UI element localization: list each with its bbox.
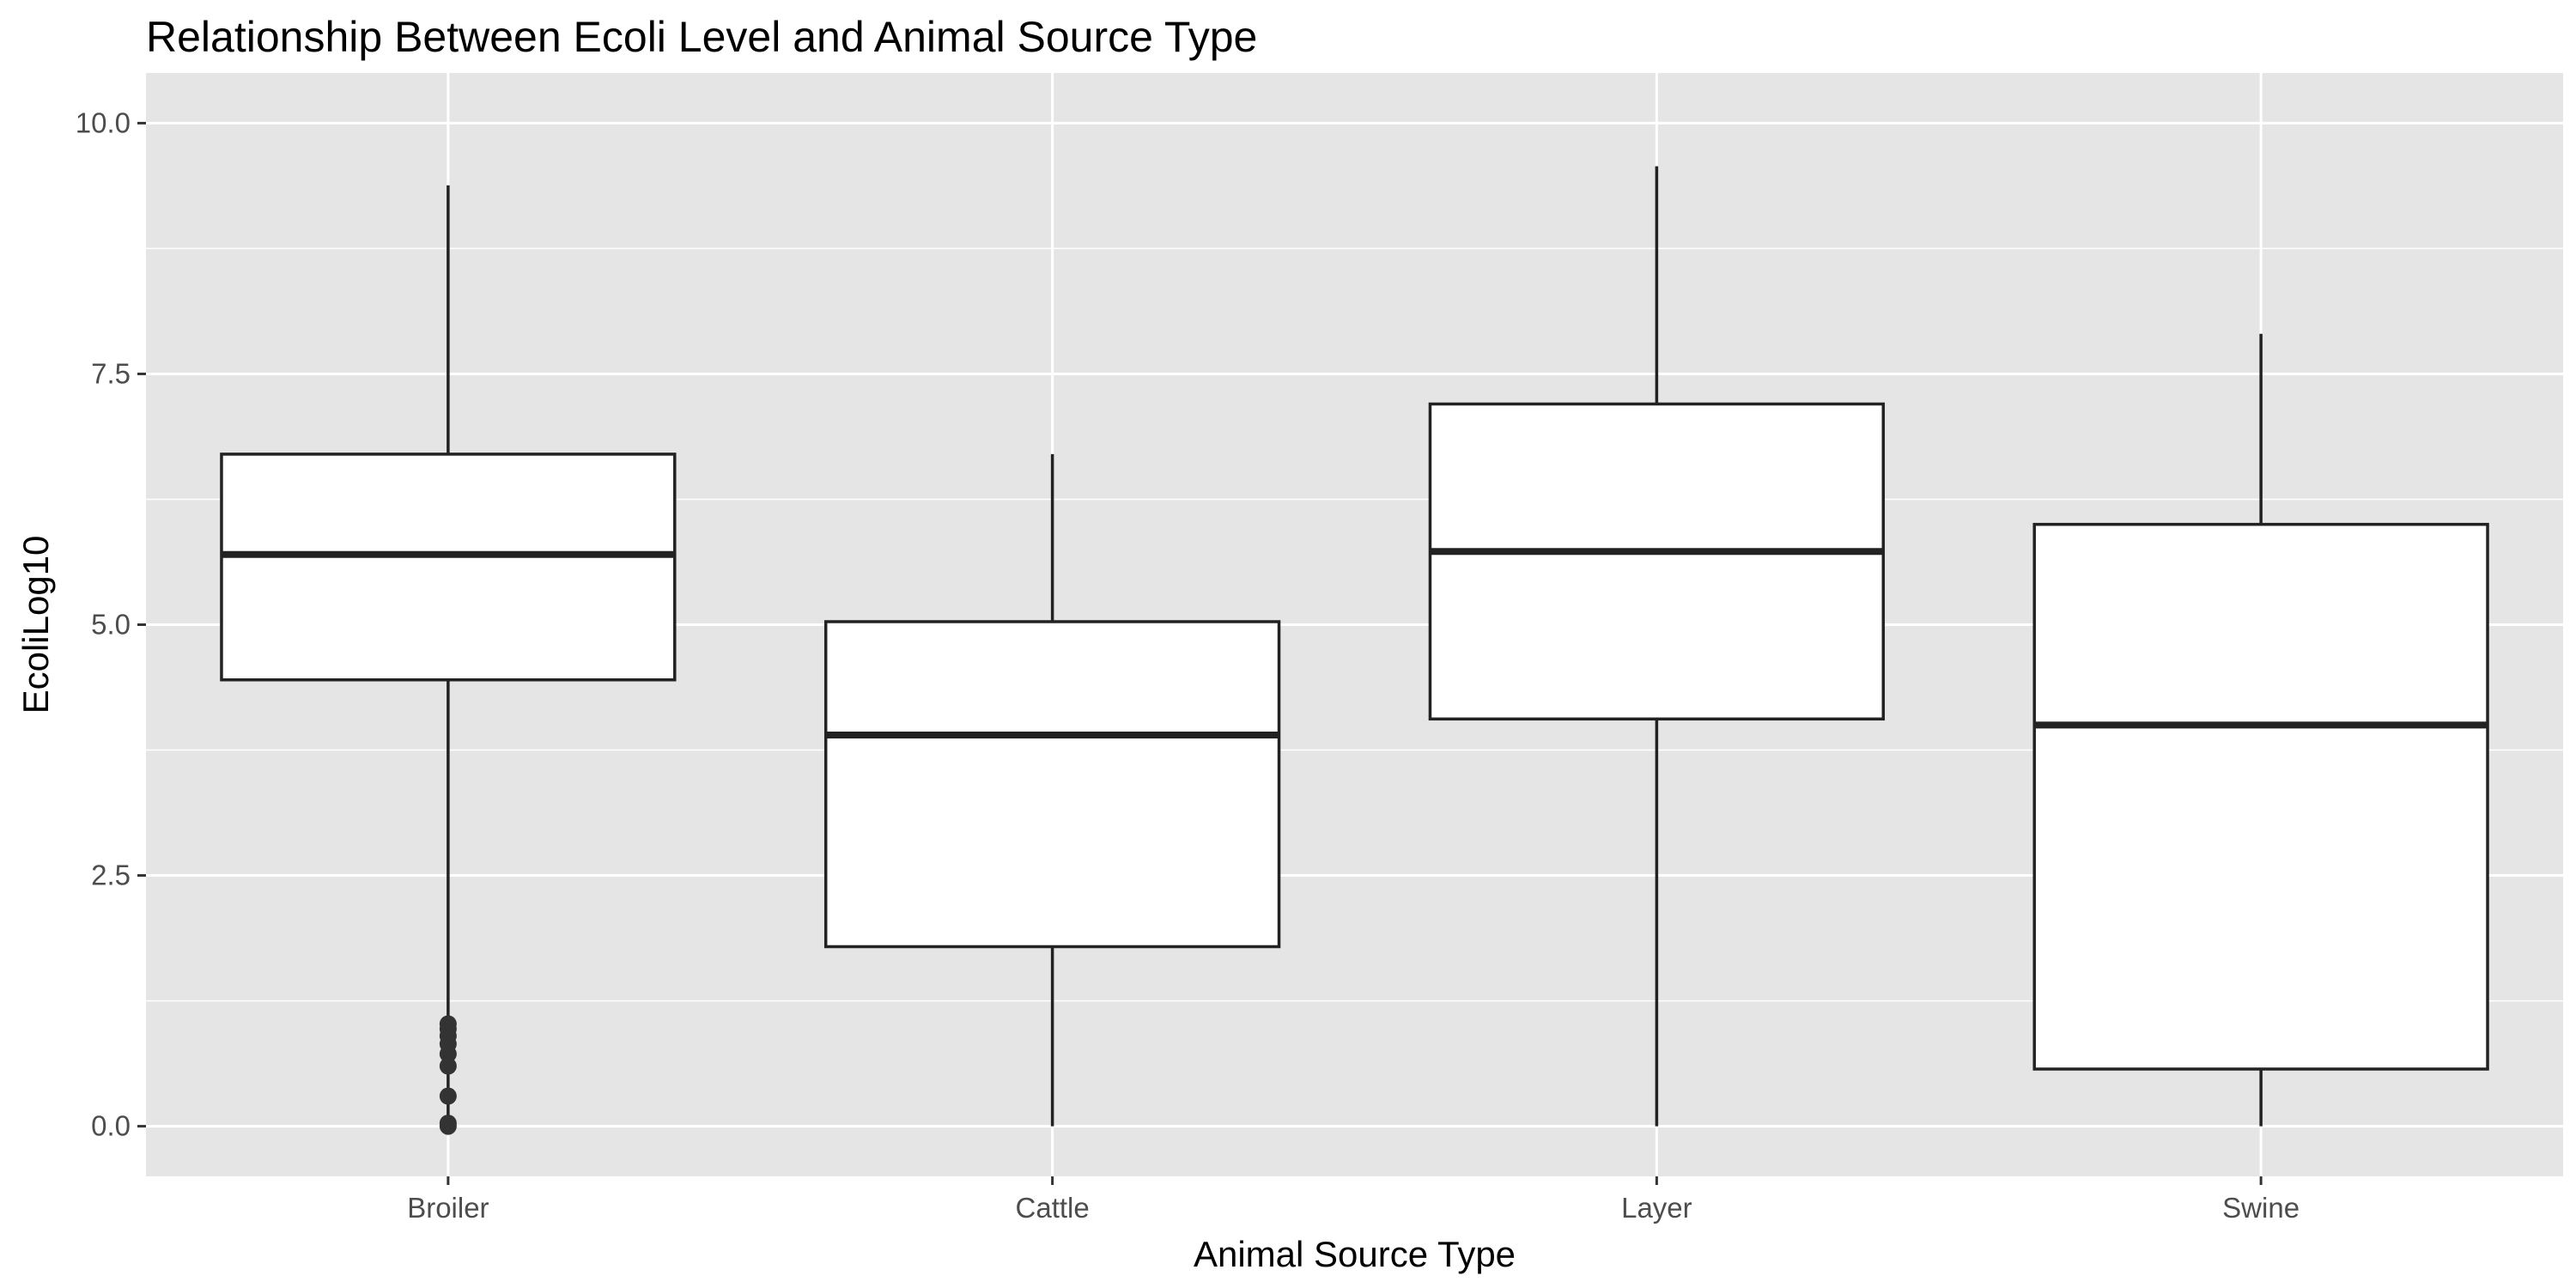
x-tick-label: Cattle [1016, 1192, 1090, 1224]
box-iqr [823, 620, 1281, 949]
y-tick-label: 10.0 [76, 106, 131, 138]
y-tick-label: 7.5 [91, 357, 131, 389]
box-iqr [220, 453, 677, 682]
y-axis: 0.0 2.5 5.0 7.5 10.0 [76, 106, 146, 1142]
outlier-point [439, 1087, 457, 1105]
box-iqr [2032, 522, 2489, 1071]
outlier-point [439, 1057, 457, 1075]
x-tick-label: Swine [2222, 1192, 2300, 1224]
box-group-layer [1428, 166, 1886, 1127]
x-tick-label: Broiler [407, 1192, 489, 1224]
outlier-point [439, 1115, 457, 1133]
y-tick-label: 0.0 [91, 1110, 131, 1142]
x-tick-label: Layer [1621, 1192, 1692, 1224]
outlier-point [439, 1015, 457, 1033]
box-group-cattle [823, 453, 1281, 1127]
boxes-layer [220, 166, 2489, 1135]
x-axis-title: Animal Source Type [1194, 1234, 1516, 1274]
y-tick-label: 2.5 [91, 860, 131, 891]
chart-title: Relationship Between Ecoli Level and Ani… [146, 13, 1257, 61]
x-axis: Broiler Cattle Layer Swine [407, 1176, 2300, 1224]
y-tick-label: 5.0 [91, 609, 131, 641]
box-group-broiler [220, 185, 677, 1135]
box-group-swine [2032, 333, 2489, 1127]
box-iqr [1428, 402, 1886, 721]
y-axis-title: EcoliLog10 [15, 536, 56, 714]
